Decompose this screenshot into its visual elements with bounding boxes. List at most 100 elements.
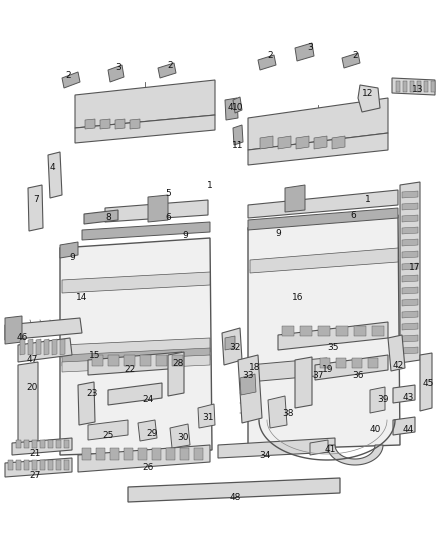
Polygon shape: [32, 440, 37, 448]
Polygon shape: [198, 404, 215, 428]
Polygon shape: [172, 355, 183, 366]
Polygon shape: [18, 338, 72, 362]
Polygon shape: [166, 448, 175, 460]
Text: 22: 22: [124, 366, 136, 375]
Text: 8: 8: [105, 214, 111, 222]
Polygon shape: [92, 355, 103, 366]
Polygon shape: [396, 81, 400, 92]
Polygon shape: [402, 239, 418, 246]
Polygon shape: [295, 357, 312, 408]
Text: 35: 35: [327, 343, 339, 352]
Polygon shape: [62, 338, 210, 358]
Polygon shape: [100, 119, 110, 129]
Text: 15: 15: [89, 351, 101, 359]
Text: 47: 47: [26, 356, 38, 365]
Polygon shape: [170, 424, 190, 448]
Polygon shape: [16, 440, 21, 448]
Polygon shape: [402, 299, 418, 306]
Polygon shape: [138, 448, 147, 460]
Polygon shape: [402, 311, 418, 318]
Polygon shape: [24, 440, 29, 448]
Polygon shape: [402, 191, 418, 198]
Polygon shape: [130, 119, 140, 129]
Polygon shape: [75, 80, 215, 128]
Polygon shape: [402, 263, 418, 270]
Text: 17: 17: [409, 263, 421, 272]
Polygon shape: [108, 355, 119, 366]
Polygon shape: [402, 215, 418, 222]
Text: 2: 2: [167, 61, 173, 69]
Polygon shape: [342, 53, 360, 68]
Polygon shape: [140, 355, 151, 366]
Polygon shape: [332, 136, 345, 149]
Text: 32: 32: [230, 343, 241, 352]
Polygon shape: [5, 318, 82, 340]
Text: 4: 4: [227, 103, 233, 112]
Text: 9: 9: [182, 230, 188, 239]
Polygon shape: [128, 478, 340, 502]
Text: 40: 40: [369, 425, 381, 434]
Polygon shape: [96, 448, 105, 460]
Polygon shape: [194, 448, 203, 460]
Text: 11: 11: [232, 141, 244, 149]
Polygon shape: [105, 200, 208, 222]
Text: 33: 33: [242, 370, 254, 379]
Polygon shape: [62, 355, 210, 372]
Text: 44: 44: [403, 425, 413, 434]
Polygon shape: [148, 195, 168, 222]
Polygon shape: [315, 355, 388, 380]
Polygon shape: [124, 355, 135, 366]
Text: 6: 6: [165, 214, 171, 222]
Polygon shape: [300, 326, 312, 336]
Text: 48: 48: [230, 494, 241, 503]
Text: 25: 25: [102, 431, 114, 440]
Polygon shape: [60, 339, 65, 355]
Text: 6: 6: [350, 211, 356, 220]
Text: 34: 34: [259, 450, 271, 459]
Text: 29: 29: [146, 429, 158, 438]
Polygon shape: [48, 460, 53, 470]
Polygon shape: [84, 210, 118, 224]
Polygon shape: [36, 339, 41, 355]
Text: 39: 39: [377, 395, 389, 405]
Polygon shape: [249, 358, 327, 382]
Polygon shape: [20, 339, 25, 355]
Polygon shape: [108, 383, 162, 405]
Polygon shape: [110, 448, 119, 460]
Polygon shape: [64, 460, 69, 470]
Polygon shape: [420, 353, 432, 411]
Polygon shape: [85, 119, 95, 129]
Polygon shape: [48, 152, 62, 198]
Polygon shape: [402, 287, 418, 294]
Polygon shape: [108, 65, 124, 82]
Text: 24: 24: [142, 395, 154, 405]
Polygon shape: [250, 248, 398, 273]
Polygon shape: [32, 460, 37, 470]
Text: 2: 2: [352, 51, 358, 60]
Polygon shape: [44, 339, 49, 355]
Polygon shape: [388, 335, 405, 371]
Text: 21: 21: [29, 448, 41, 457]
Polygon shape: [424, 81, 428, 92]
Polygon shape: [248, 190, 398, 218]
Text: 37: 37: [312, 370, 324, 379]
Polygon shape: [278, 322, 388, 350]
Polygon shape: [310, 440, 328, 455]
Polygon shape: [156, 355, 167, 366]
Polygon shape: [327, 445, 383, 465]
Polygon shape: [5, 316, 22, 344]
Polygon shape: [285, 185, 305, 212]
Polygon shape: [64, 440, 69, 448]
Polygon shape: [24, 460, 29, 470]
Polygon shape: [354, 326, 366, 336]
Polygon shape: [400, 182, 420, 363]
Polygon shape: [336, 326, 348, 336]
Text: 28: 28: [172, 359, 184, 367]
Polygon shape: [370, 387, 385, 413]
Text: 12: 12: [362, 88, 374, 98]
Text: 10: 10: [232, 103, 244, 112]
Polygon shape: [352, 358, 362, 368]
Polygon shape: [402, 347, 418, 354]
Polygon shape: [222, 328, 242, 365]
Polygon shape: [402, 251, 418, 258]
